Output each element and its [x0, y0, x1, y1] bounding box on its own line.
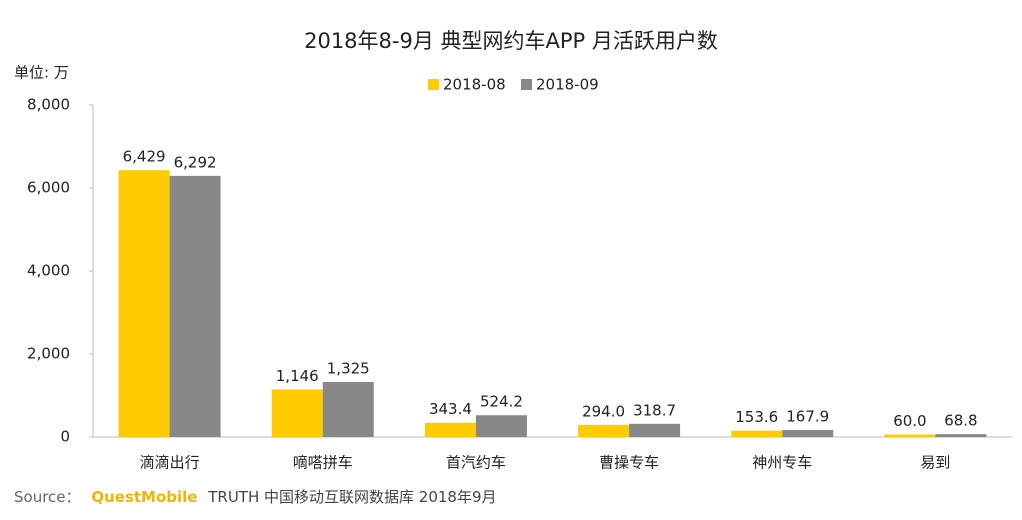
value-label: 1,325	[327, 360, 370, 378]
legend-swatch	[521, 79, 532, 90]
bar	[118, 170, 170, 437]
legend-label: 2018-08	[443, 76, 506, 94]
bar	[629, 423, 681, 437]
legend-swatch	[428, 79, 439, 90]
bar	[475, 415, 527, 437]
x-tick-label: 易到	[920, 454, 950, 472]
y-tick-label: 8,000	[27, 96, 70, 114]
x-tick-label: 嘀嗒拼车	[293, 454, 353, 472]
value-label: 318.7	[633, 401, 676, 419]
value-label: 524.2	[480, 393, 523, 411]
unit-label: 单位: 万	[14, 64, 69, 82]
value-label: 68.8	[944, 412, 977, 430]
bar	[935, 434, 987, 437]
bar	[424, 422, 476, 437]
source-brand: QuestMobile	[91, 488, 197, 506]
x-tick-label: 首汽约车	[446, 454, 506, 472]
value-label: 6,292	[174, 153, 217, 171]
value-label: 343.4	[429, 400, 472, 418]
value-label: 1,146	[276, 367, 319, 385]
legend-label: 2018-09	[536, 76, 599, 94]
bar	[884, 434, 936, 437]
bar	[731, 430, 783, 437]
chart-title: 2018年8-9月 典型网约车APP 月活跃用户数	[304, 29, 718, 53]
source-prefix: Source：	[14, 488, 81, 506]
bar	[578, 424, 630, 437]
value-label: 6,429	[123, 148, 166, 166]
y-tick-label: 2,000	[27, 345, 70, 363]
value-label: 153.6	[735, 408, 778, 426]
x-tick-label: 神州专车	[752, 454, 812, 472]
y-tick-label: 4,000	[27, 262, 70, 280]
x-tick-label: 曹操专车	[599, 454, 659, 472]
bar	[271, 389, 323, 437]
bar	[322, 382, 374, 437]
source-text: TRUTH 中国移动互联网数据库 2018年9月	[207, 488, 496, 506]
value-label: 60.0	[893, 412, 926, 430]
value-label: 167.9	[786, 408, 829, 426]
source: Source： QuestMobile TRUTH 中国移动互联网数据库 201…	[14, 488, 497, 506]
bar	[169, 175, 221, 437]
x-tick-label: 滴滴出行	[140, 454, 200, 472]
bar	[782, 430, 834, 437]
y-tick-label: 6,000	[27, 179, 70, 197]
y-tick-label: 0	[60, 428, 70, 446]
value-label: 294.0	[582, 402, 625, 420]
